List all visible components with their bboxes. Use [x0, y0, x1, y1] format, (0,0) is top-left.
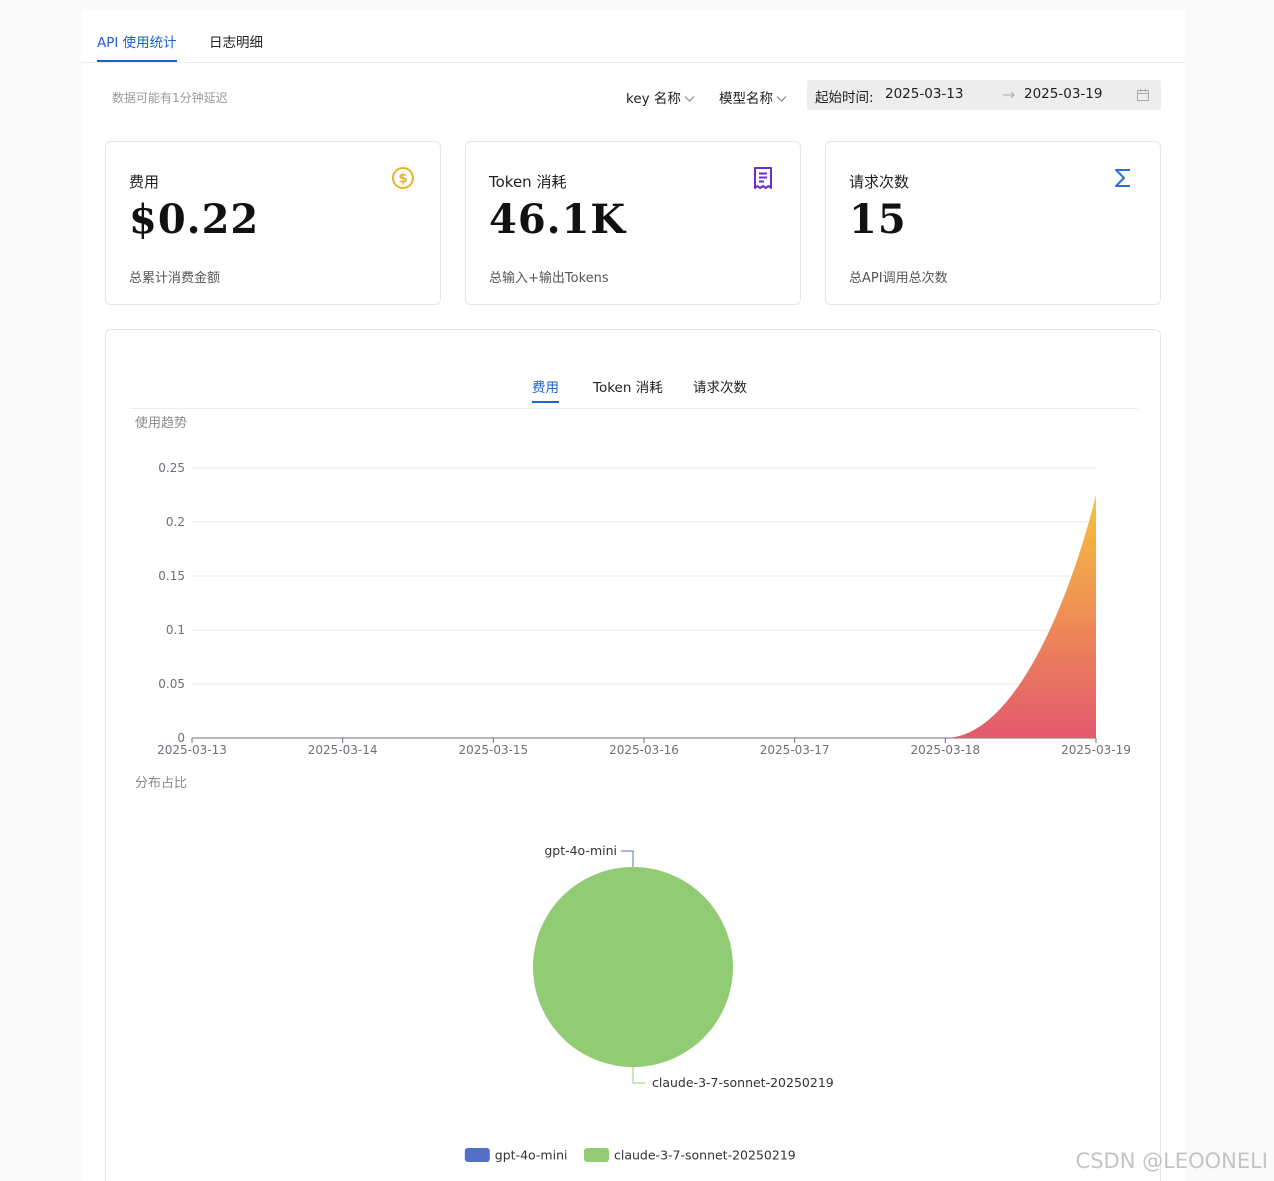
chart-tab-cost[interactable]: 费用 [532, 376, 559, 403]
calendar-icon[interactable] [1136, 88, 1150, 102]
legend-label: claude-3-7-sonnet-20250219 [614, 1148, 796, 1163]
pie-label: gpt-4o-mini [544, 843, 617, 858]
x-tick-label: 2025-03-13 [157, 743, 227, 757]
y-tick-label: 0.1 [166, 623, 185, 637]
chart-panel: 费用 Token 消耗 请求次数 使用趋势 0 0.05 0.1 0.15 0.2 0.2… [105, 329, 1161, 1181]
usage-trend-chart: 0 0.05 0.1 0.15 0.2 0.25 2025-03-13 2025-03-14 2… [157, 461, 1131, 757]
token-card: Token 消耗 46.1K 总输入+输出Tokens [465, 141, 801, 305]
card-value: $0.22 [129, 196, 260, 243]
card-value: 15 [849, 196, 907, 243]
pie-label-line [632, 1067, 645, 1084]
legend-label: gpt-4o-mini [495, 1148, 568, 1163]
distribution-pie-chart: gpt-4o-mini claude-3-7-sonnet-20250219 gpt… [464, 843, 834, 1163]
chart-tab-tokens[interactable]: Token 消耗 [593, 380, 663, 396]
legend-swatch [584, 1148, 609, 1162]
chevron-down-icon [776, 96, 787, 102]
x-tick-label: 2025-03-19 [1061, 743, 1131, 757]
key-name-select-label: key 名称 [626, 91, 681, 107]
y-tick-label: 0.2 [166, 515, 185, 529]
end-date-input[interactable]: 2025-03-19 [1024, 86, 1103, 102]
card-subtitle: 总累计消费金额 [129, 271, 221, 286]
y-tick-label: 0.25 [158, 461, 185, 475]
top-tabs: API 使用统计 日志明细 [81, 9, 1185, 63]
tab-api-usage[interactable]: API 使用统计 [97, 31, 177, 62]
dollar-circle-icon: $ [392, 167, 414, 189]
legend-swatch [464, 1148, 490, 1162]
card-subtitle: 总API调用总次数 [849, 271, 948, 286]
requests-card: 请求次数 15 总API调用总次数 [825, 141, 1161, 305]
x-tick-label: 2025-03-15 [458, 743, 528, 757]
card-title: 费用 [129, 173, 160, 191]
pie-slice [533, 867, 733, 1067]
card-value: 46.1K [489, 196, 627, 243]
card-subtitle: 总输入+输出Tokens [489, 271, 609, 286]
x-tick-label: 2025-03-16 [609, 743, 679, 757]
tab-log-details[interactable]: 日志明细 [209, 35, 263, 51]
sigma-icon [1115, 169, 1130, 187]
card-title: 请求次数 [849, 173, 910, 191]
arrow-right-icon [1003, 91, 1015, 99]
model-name-select-label: 模型名称 [719, 91, 773, 107]
x-tick-label: 2025-03-18 [910, 743, 980, 757]
svg-text:$: $ [398, 172, 407, 187]
x-tick-label: 2025-03-17 [760, 743, 830, 757]
cost-card: 费用 $ $0.22 总累计消费金额 [105, 141, 441, 305]
date-range-picker[interactable]: 起始时间: 2025-03-13 2025-03-19 [807, 80, 1161, 110]
card-title: Token 消耗 [489, 173, 567, 191]
pie-label: claude-3-7-sonnet-20250219 [652, 1075, 834, 1090]
pie-label-line [621, 850, 634, 867]
model-name-select[interactable]: 模型名称 [719, 87, 787, 107]
chevron-down-icon [684, 96, 695, 102]
y-tick-label: 0.15 [158, 569, 185, 583]
y-tick-label: 0.05 [158, 677, 185, 691]
x-tick-label: 2025-03-14 [308, 743, 378, 757]
series-area [192, 495, 1096, 738]
start-date-input[interactable]: 2025-03-13 [885, 86, 964, 102]
chart-tab-divider [130, 408, 1138, 409]
date-range-label: 起始时间: [815, 90, 874, 106]
y-tick-label: 0 [177, 731, 185, 745]
chart-tab-requests[interactable]: 请求次数 [693, 380, 747, 396]
watermark: CSDN @LEOONELI [1075, 1149, 1268, 1173]
trend-section-title: 使用趋势 [135, 416, 188, 431]
page-container: API 使用统计 日志明细 数据可能有1分钟延迟 key 名称 模型名称 起始时… [81, 9, 1185, 1181]
delay-note: 数据可能有1分钟延迟 [112, 91, 228, 105]
key-name-select[interactable]: key 名称 [626, 87, 695, 107]
distribution-section-title: 分布占比 [135, 776, 188, 791]
receipt-icon [754, 167, 772, 189]
